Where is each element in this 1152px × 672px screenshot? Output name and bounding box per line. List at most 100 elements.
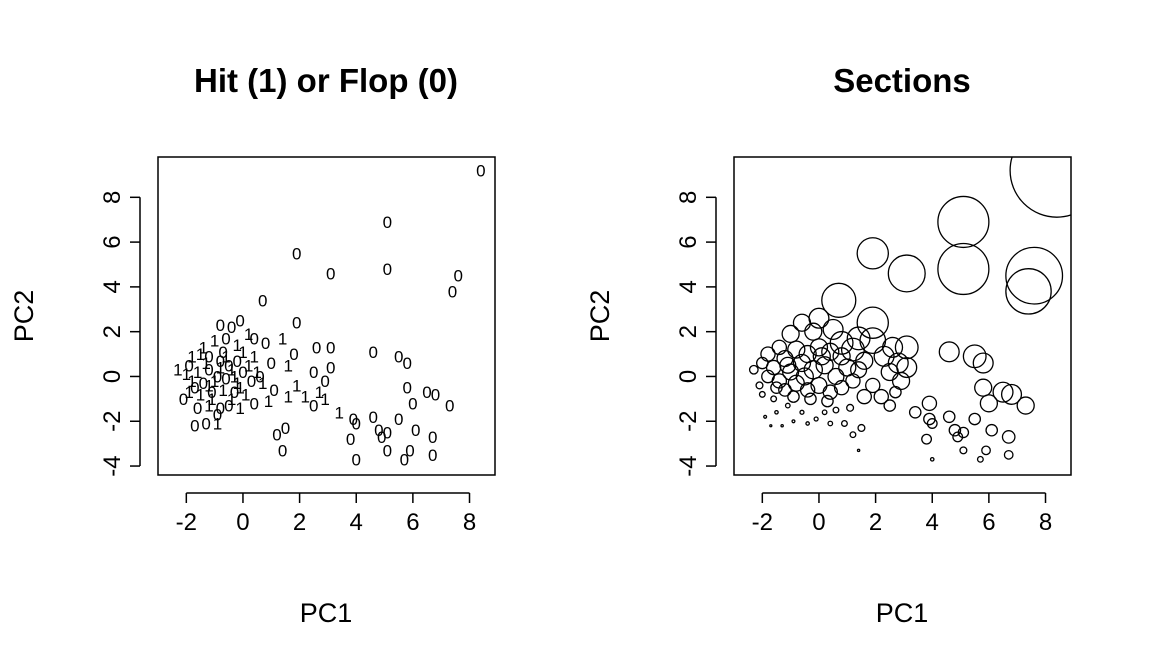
point-label: 0	[428, 428, 437, 447]
point-label: 0	[309, 397, 318, 416]
point-label: 0	[326, 359, 335, 378]
point-label: 1	[196, 385, 205, 404]
point-label: 1	[204, 376, 213, 395]
point-label: 1	[241, 385, 250, 404]
point-circle	[791, 419, 796, 424]
point-label: 0	[216, 316, 225, 335]
y-tick-label: 8	[675, 191, 702, 204]
points-layer	[748, 157, 1071, 463]
point-circle	[856, 237, 889, 270]
y-tick-label: 0	[675, 370, 702, 383]
point-label: 1	[238, 343, 247, 362]
point-circle	[968, 412, 982, 426]
point-label: 0	[204, 347, 213, 366]
y-tick-label: 6	[99, 235, 126, 248]
x-axis: -2 0 2 4 6 8	[176, 492, 476, 536]
point-circle	[774, 409, 779, 415]
point-circle	[763, 414, 768, 419]
point-label: 1	[207, 390, 216, 409]
point-circle	[929, 456, 935, 462]
x-axis-label: PC1	[300, 598, 353, 628]
point-label: 0	[233, 352, 242, 371]
point-label: 1	[250, 347, 259, 366]
point-label: 0	[422, 383, 431, 402]
point-label: 0	[221, 329, 230, 348]
point-circle	[813, 416, 819, 422]
point-circle	[850, 361, 868, 379]
point-circle	[799, 409, 805, 415]
point-label: 0	[204, 361, 213, 380]
point-circle	[1005, 268, 1052, 315]
point-circle	[1001, 430, 1016, 444]
y-tick-label: -4	[99, 455, 126, 476]
point-circle	[926, 418, 938, 429]
point-label: 0	[453, 267, 462, 286]
point-circle	[959, 446, 968, 455]
point-label: 0	[216, 399, 225, 418]
point-label: 0	[267, 354, 276, 373]
y-tick-label: -2	[675, 411, 702, 432]
point-circle	[748, 364, 759, 375]
point-label: 0	[261, 334, 270, 353]
point-circle	[822, 384, 839, 400]
point-label: 1	[230, 367, 239, 386]
y-tick-label: 6	[675, 235, 702, 248]
point-label: 0	[269, 381, 278, 400]
point-label: 0	[383, 213, 392, 232]
point-label: 0	[193, 399, 202, 418]
point-label: 0	[383, 423, 392, 442]
point-label: 1	[173, 361, 182, 380]
point-label: 1	[210, 332, 219, 351]
point-label: 0	[190, 417, 199, 436]
point-label: 0	[190, 379, 199, 398]
point-label: 0	[238, 363, 247, 382]
scatter-panel-sections: Sections -2 0 2 4 6 8 -4 -2 0 2 4 6 8 PC1 PC2	[585, 62, 1072, 628]
point-label: 1	[227, 361, 236, 380]
point-circle	[770, 395, 778, 403]
point-label: 0	[374, 421, 383, 440]
point-circle	[758, 390, 766, 398]
point-label: 1	[264, 392, 273, 411]
y-tick-label: -2	[99, 411, 126, 432]
point-circle	[822, 318, 844, 340]
x-tick-label: 4	[350, 509, 363, 536]
point-circle	[845, 373, 861, 389]
point-circle	[795, 367, 814, 386]
point-circle	[985, 423, 999, 437]
point-label: 0	[289, 345, 298, 364]
point-label: 0	[221, 370, 230, 389]
y-tick-label: 0	[99, 370, 126, 383]
point-label: 0	[309, 363, 318, 382]
point-label: 1	[252, 363, 261, 382]
point-label: 0	[292, 314, 301, 333]
point-label: 1	[335, 403, 344, 422]
point-label: 1	[227, 390, 236, 409]
point-label: 0	[326, 338, 335, 357]
point-label: 0	[431, 385, 440, 404]
y-axis: -4 -2 0 2 4 6 8	[675, 191, 717, 477]
x-tick-label: 6	[406, 509, 419, 536]
point-label: 0	[278, 441, 287, 460]
point-label: 0	[445, 397, 454, 416]
point-label: 1	[233, 374, 242, 393]
point-circle	[781, 324, 800, 344]
point-circle	[972, 352, 994, 374]
point-circle	[821, 282, 857, 318]
point-label: 0	[428, 446, 437, 465]
point-circle	[780, 423, 784, 428]
point-label: 1	[210, 372, 219, 391]
x-axis: -2 0 2 4 6 8	[752, 492, 1052, 536]
point-label: 0	[213, 367, 222, 386]
point-circle	[815, 356, 834, 375]
point-circle	[760, 346, 776, 362]
point-circle	[921, 433, 933, 445]
point-label: 0	[213, 406, 222, 425]
y-tick-label: 8	[99, 191, 126, 204]
point-circle	[1005, 246, 1064, 305]
point-circle	[948, 423, 962, 437]
point-circle	[805, 421, 810, 426]
point-label: 0	[402, 354, 411, 373]
point-label: 0	[224, 397, 233, 416]
point-circle	[779, 356, 797, 374]
